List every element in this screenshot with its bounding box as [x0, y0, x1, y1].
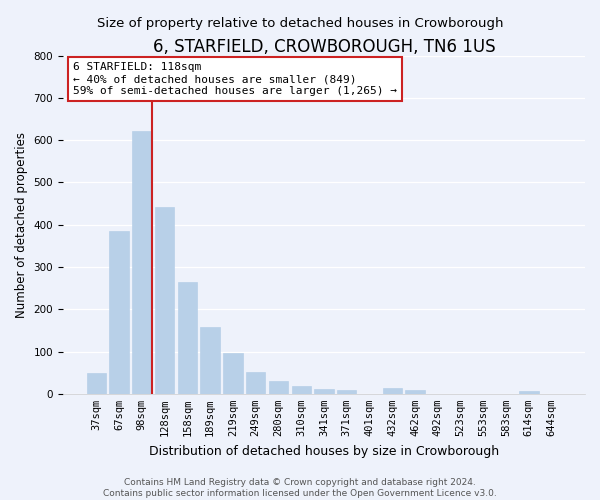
Text: 6 STARFIELD: 118sqm
← 40% of detached houses are smaller (849)
59% of semi-detac: 6 STARFIELD: 118sqm ← 40% of detached ho… — [73, 62, 397, 96]
Text: Contains HM Land Registry data © Crown copyright and database right 2024.
Contai: Contains HM Land Registry data © Crown c… — [103, 478, 497, 498]
Bar — [178, 282, 197, 394]
Bar — [519, 391, 539, 394]
Bar — [314, 389, 334, 394]
Bar — [223, 353, 242, 394]
Bar — [406, 390, 425, 394]
Bar — [155, 206, 174, 394]
Title: 6, STARFIELD, CROWBOROUGH, TN6 1US: 6, STARFIELD, CROWBOROUGH, TN6 1US — [152, 38, 495, 56]
X-axis label: Distribution of detached houses by size in Crowborough: Distribution of detached houses by size … — [149, 444, 499, 458]
Y-axis label: Number of detached properties: Number of detached properties — [15, 132, 28, 318]
Bar — [132, 131, 152, 394]
Bar — [200, 328, 220, 394]
Bar — [337, 390, 356, 394]
Bar — [383, 388, 402, 394]
Bar — [292, 386, 311, 394]
Bar — [269, 380, 288, 394]
Bar — [246, 372, 265, 394]
Text: Size of property relative to detached houses in Crowborough: Size of property relative to detached ho… — [97, 18, 503, 30]
Bar — [109, 231, 129, 394]
Bar — [86, 372, 106, 394]
